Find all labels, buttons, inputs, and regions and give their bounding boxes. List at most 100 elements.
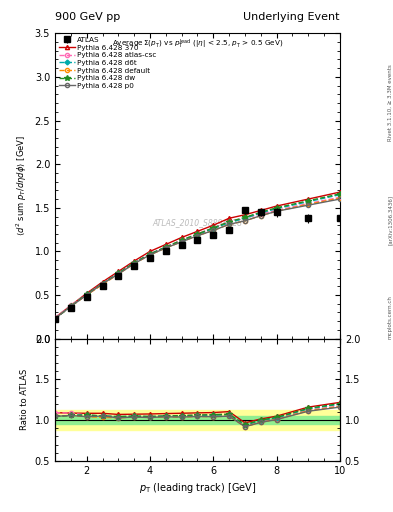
Pythia 6.428 d6t — [211, 226, 216, 232]
Pythia 6.428 dw — [227, 219, 231, 225]
Pythia 6.428 default — [242, 218, 247, 224]
Pythia 6.428 atlas-csc — [132, 260, 136, 266]
Pythia 6.428 d6t — [259, 210, 263, 216]
Pythia 6.428 dw — [100, 281, 105, 287]
Pythia 6.428 d6t — [274, 206, 279, 212]
Text: 900 GeV pp: 900 GeV pp — [55, 11, 120, 22]
Text: [arXiv:1306.3436]: [arXiv:1306.3436] — [388, 195, 393, 245]
Line: Pythia 6.428 dw: Pythia 6.428 dw — [52, 191, 343, 322]
Text: Underlying Event: Underlying Event — [243, 11, 340, 22]
Bar — [55, 416, 340, 424]
Pythia 6.428 p0 — [211, 227, 216, 233]
Pythia 6.428 default — [84, 292, 89, 298]
Y-axis label: $\langle d^{2}$ sum $p_{T}/d\eta d\phi\rangle$ [GeV]: $\langle d^{2}$ sum $p_{T}/d\eta d\phi\r… — [15, 136, 29, 237]
Pythia 6.428 dw — [132, 260, 136, 266]
Line: Pythia 6.428 p0: Pythia 6.428 p0 — [53, 197, 342, 321]
Pythia 6.428 d6t — [179, 238, 184, 244]
Pythia 6.428 default — [132, 261, 136, 267]
Pythia 6.428 default — [227, 221, 231, 227]
Pythia 6.428 atlas-csc — [227, 219, 231, 225]
Pythia 6.428 atlas-csc — [179, 237, 184, 243]
Pythia 6.428 atlas-csc — [195, 231, 200, 237]
Pythia 6.428 d6t — [68, 303, 73, 309]
Pythia 6.428 p0 — [100, 281, 105, 287]
Pythia 6.428 atlas-csc — [116, 270, 121, 276]
Pythia 6.428 370 — [259, 207, 263, 214]
Pythia 6.428 default — [195, 232, 200, 239]
Pythia 6.428 d6t — [84, 291, 89, 297]
Pythia 6.428 p0 — [274, 208, 279, 215]
Pythia 6.428 370 — [116, 268, 121, 274]
Pythia 6.428 dw — [274, 205, 279, 211]
Pythia 6.428 dw — [195, 231, 200, 237]
Pythia 6.428 default — [100, 282, 105, 288]
Pythia 6.428 default — [274, 208, 279, 215]
Pythia 6.428 370 — [68, 303, 73, 309]
Pythia 6.428 dw — [148, 251, 152, 257]
Pythia 6.428 p0 — [179, 239, 184, 245]
Pythia 6.428 dw — [211, 225, 216, 231]
Pythia 6.428 default — [211, 227, 216, 233]
Pythia 6.428 dw — [242, 215, 247, 221]
Line: Pythia 6.428 default: Pythia 6.428 default — [53, 196, 342, 321]
Pythia 6.428 p0 — [148, 252, 152, 258]
Pythia 6.428 370 — [132, 258, 136, 264]
Text: mcplots.cern.ch: mcplots.cern.ch — [388, 295, 393, 339]
Pythia 6.428 d6t — [163, 244, 168, 250]
Pythia 6.428 370 — [274, 203, 279, 209]
Pythia 6.428 default — [259, 212, 263, 219]
Pythia 6.428 p0 — [84, 292, 89, 298]
Pythia 6.428 p0 — [338, 196, 342, 202]
Pythia 6.428 atlas-csc — [306, 200, 310, 206]
Pythia 6.428 dw — [68, 303, 73, 309]
Text: Rivet 3.1.10, ≥ 3.3M events: Rivet 3.1.10, ≥ 3.3M events — [388, 64, 393, 141]
Pythia 6.428 d6t — [306, 199, 310, 205]
Pythia 6.428 p0 — [53, 315, 57, 322]
X-axis label: $p_\mathrm{T}$ (leading track) [GeV]: $p_\mathrm{T}$ (leading track) [GeV] — [139, 481, 256, 495]
Pythia 6.428 p0 — [116, 271, 121, 277]
Pythia 6.428 default — [148, 252, 152, 258]
Text: Average$\,\Sigma(p_\mathrm{T})$ vs $p_\mathrm{T}^\mathrm{lead}$ ($|\eta|$ < 2.5,: Average$\,\Sigma(p_\mathrm{T})$ vs $p_\m… — [112, 38, 283, 51]
Pythia 6.428 atlas-csc — [274, 207, 279, 214]
Pythia 6.428 dw — [306, 198, 310, 204]
Pythia 6.428 d6t — [53, 315, 57, 322]
Pythia 6.428 default — [163, 245, 168, 251]
Pythia 6.428 p0 — [68, 303, 73, 309]
Pythia 6.428 370 — [179, 234, 184, 241]
Pythia 6.428 atlas-csc — [53, 315, 57, 321]
Pythia 6.428 atlas-csc — [163, 244, 168, 250]
Pythia 6.428 atlas-csc — [242, 215, 247, 221]
Pythia 6.428 370 — [227, 215, 231, 221]
Pythia 6.428 d6t — [338, 191, 342, 198]
Line: Pythia 6.428 370: Pythia 6.428 370 — [53, 190, 342, 320]
Pythia 6.428 atlas-csc — [259, 211, 263, 217]
Pythia 6.428 370 — [306, 196, 310, 202]
Pythia 6.428 default — [179, 239, 184, 245]
Pythia 6.428 370 — [195, 228, 200, 234]
Pythia 6.428 atlas-csc — [100, 281, 105, 287]
Pythia 6.428 d6t — [116, 270, 121, 276]
Pythia 6.428 d6t — [132, 260, 136, 266]
Pythia 6.428 p0 — [132, 261, 136, 267]
Pythia 6.428 p0 — [306, 202, 310, 208]
Pythia 6.428 dw — [259, 209, 263, 215]
Bar — [55, 410, 340, 430]
Pythia 6.428 d6t — [227, 220, 231, 226]
Pythia 6.428 default — [338, 195, 342, 201]
Pythia 6.428 p0 — [259, 212, 263, 219]
Pythia 6.428 atlas-csc — [68, 303, 73, 309]
Pythia 6.428 370 — [163, 241, 168, 247]
Pythia 6.428 atlas-csc — [148, 251, 152, 257]
Pythia 6.428 dw — [53, 315, 57, 322]
Pythia 6.428 atlas-csc — [84, 291, 89, 297]
Line: Pythia 6.428 d6t: Pythia 6.428 d6t — [53, 193, 342, 321]
Pythia 6.428 d6t — [100, 281, 105, 287]
Pythia 6.428 default — [306, 201, 310, 207]
Pythia 6.428 370 — [84, 290, 89, 296]
Pythia 6.428 atlas-csc — [211, 225, 216, 231]
Legend: ATLAS, Pythia 6.428 370, Pythia 6.428 atlas-csc, Pythia 6.428 d6t, Pythia 6.428 : ATLAS, Pythia 6.428 370, Pythia 6.428 at… — [57, 35, 158, 90]
Pythia 6.428 d6t — [148, 251, 152, 257]
Pythia 6.428 p0 — [195, 232, 200, 239]
Line: Pythia 6.428 atlas-csc: Pythia 6.428 atlas-csc — [53, 195, 342, 320]
Pythia 6.428 p0 — [227, 221, 231, 227]
